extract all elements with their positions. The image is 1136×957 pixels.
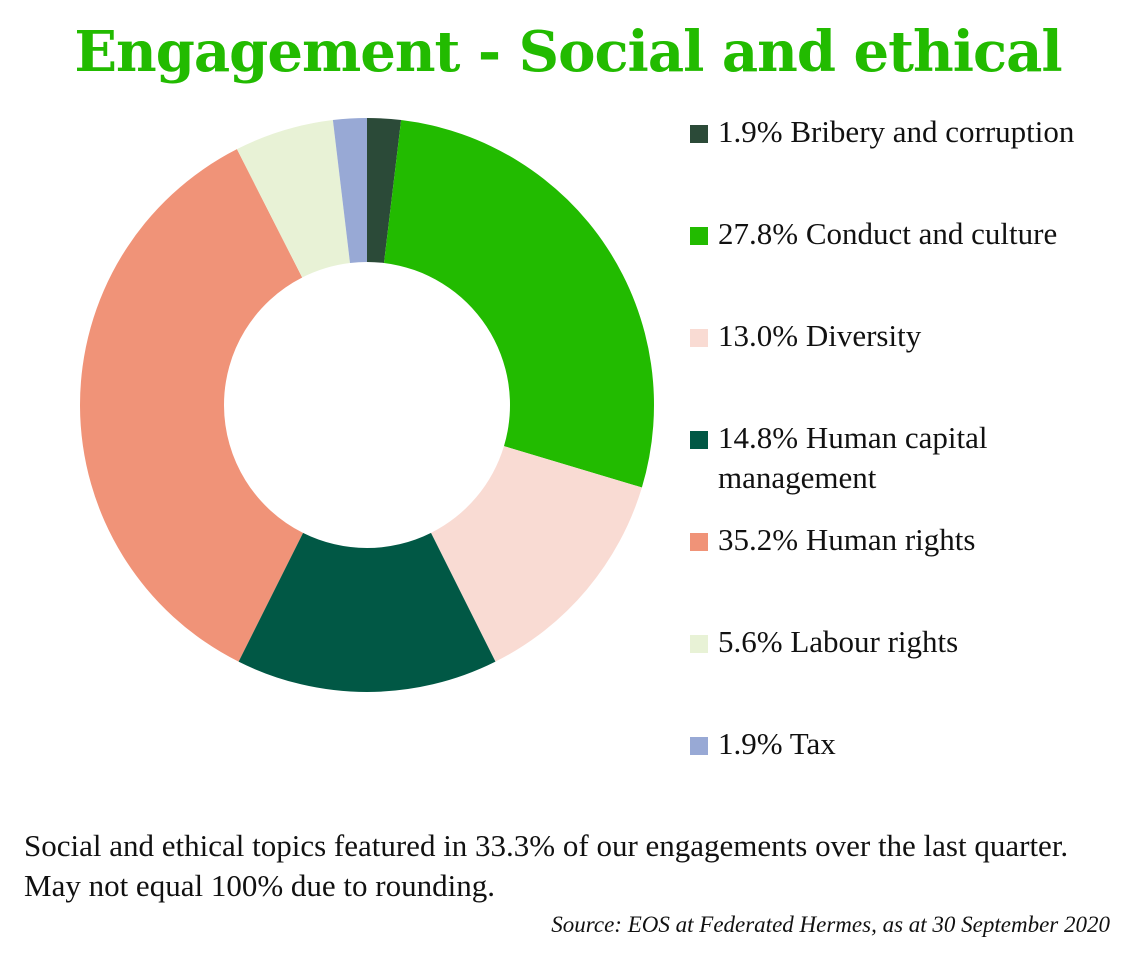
legend-item: 5.6% Labour rights <box>690 622 1136 662</box>
donut-slice-2 <box>431 446 642 662</box>
chart-note: Social and ethical topics featured in 33… <box>24 828 1069 903</box>
chart-title: Engagement - Social and ethical <box>74 19 1062 85</box>
legend-label: 35.2% Human rights <box>718 522 976 557</box>
legend-swatch <box>690 737 708 755</box>
legend-item: 14.8% Human capital management <box>690 418 1136 498</box>
legend-item: 35.2% Human rights <box>690 520 1136 560</box>
legend-swatch <box>690 635 708 653</box>
donut-slice-5 <box>236 120 351 278</box>
legend-label: 13.0% Diversity <box>718 318 922 353</box>
legend-item: 27.8% Conduct and culture <box>690 214 1136 254</box>
legend-label: 1.9% Tax <box>718 726 836 761</box>
donut-slice-3 <box>238 532 496 692</box>
legend-label: 27.8% Conduct and culture <box>718 216 1058 251</box>
legend-label: 5.6% Labour rights <box>718 624 959 659</box>
legend-swatch <box>690 329 708 347</box>
chart-source: Source: EOS at Federated Hermes, as at 3… <box>551 912 1110 937</box>
legend-label: 1.9% Bribery and corruption <box>718 114 1075 149</box>
donut-slice-0 <box>367 118 402 264</box>
legend-swatch <box>690 431 708 449</box>
legend-item: 1.9% Tax <box>690 724 1136 764</box>
donut-slice-1 <box>383 120 654 488</box>
donut-slice-4 <box>79 149 303 662</box>
legend-swatch <box>690 125 708 143</box>
legend-item: 1.9% Bribery and corruption <box>690 112 1136 152</box>
legend-item: 13.0% Diversity <box>690 316 1136 356</box>
legend-label: 14.8% Human capital management <box>718 420 988 495</box>
legend-swatch <box>690 533 708 551</box>
legend-swatch <box>690 227 708 245</box>
donut-slice-6 <box>332 118 367 264</box>
